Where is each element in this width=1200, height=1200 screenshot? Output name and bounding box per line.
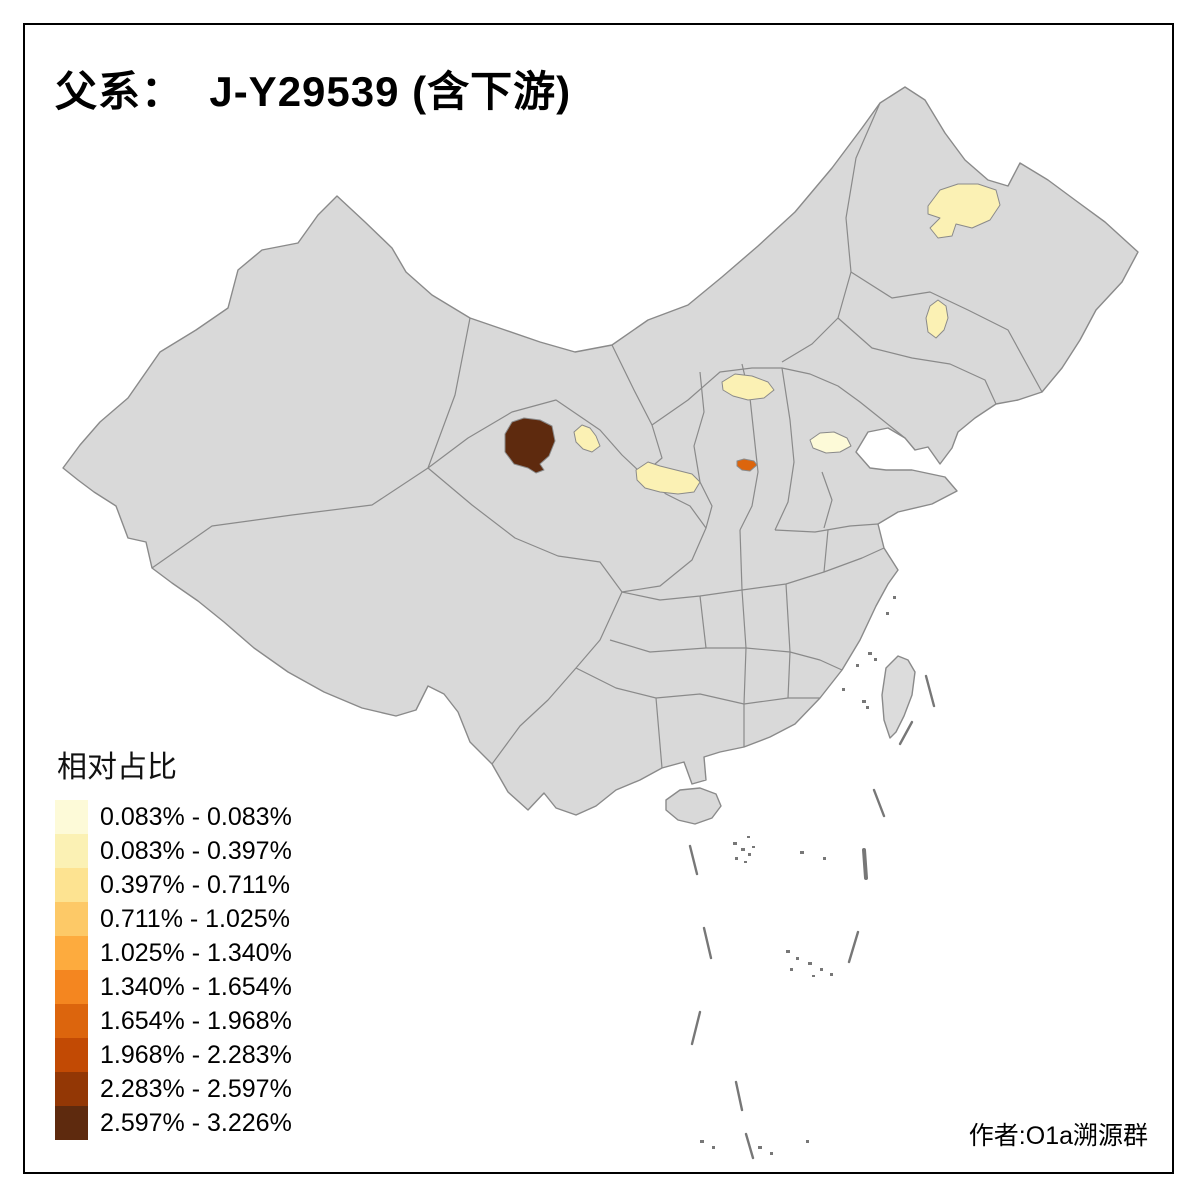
legend-item: 2.597% - 3.226% — [55, 1106, 292, 1140]
legend-item: 2.283% - 2.597% — [55, 1072, 292, 1106]
author-credit: 作者:O1a溯源群 — [968, 1122, 1148, 1150]
region-qinghai-northeast — [504, 417, 556, 474]
legend-item: 1.025% - 1.340% — [55, 936, 292, 970]
legend-items: 0.083% - 0.083% 0.083% - 0.397% 0.397% - 0… — [55, 800, 292, 1140]
legend-item: 0.397% - 0.711% — [55, 868, 292, 902]
legend-label: 1.654% - 1.968% — [100, 1007, 292, 1035]
legend-label: 1.968% - 2.283% — [100, 1041, 292, 1069]
legend-label: 2.283% - 2.597% — [100, 1075, 292, 1103]
legend-item: 1.654% - 1.968% — [55, 1004, 292, 1038]
region-shanxi-southwest — [736, 458, 758, 472]
region-haidong-area — [573, 424, 601, 453]
china-mainland-shape — [62, 86, 1139, 816]
province-borders — [151, 102, 1043, 769]
legend-label: 2.597% - 3.226% — [100, 1109, 292, 1137]
legend-swatch — [55, 868, 88, 902]
page-title: 父系： J-Y29539 (含下游) — [55, 68, 572, 115]
legend-item: 1.340% - 1.654% — [55, 970, 292, 1004]
hainan-island — [665, 787, 722, 825]
legend-swatch — [55, 1004, 88, 1038]
island-specks — [700, 596, 896, 1155]
legend-swatch — [55, 1072, 88, 1106]
legend-label: 0.083% - 0.397% — [100, 837, 292, 865]
legend-swatch — [55, 834, 88, 868]
highlighted-regions — [504, 183, 1001, 495]
legend-label: 0.397% - 0.711% — [100, 871, 290, 899]
legend-swatch — [55, 1038, 88, 1072]
legend-title: 相对占比 — [57, 751, 177, 784]
legend-swatch — [55, 936, 88, 970]
taiwan-island — [881, 655, 916, 739]
region-hebei-central — [809, 431, 852, 454]
legend-item: 0.083% - 0.083% — [55, 800, 292, 834]
legend-item: 0.083% - 0.397% — [55, 834, 292, 868]
legend-swatch — [55, 970, 88, 1004]
legend-label: 0.711% - 1.025% — [100, 905, 290, 933]
legend-label: 1.025% - 1.340% — [100, 939, 292, 967]
legend-label: 0.083% - 0.083% — [100, 803, 292, 831]
region-gansu-southeast — [635, 461, 701, 495]
region-jilin-central — [925, 299, 949, 339]
legend-item: 1.968% - 2.283% — [55, 1038, 292, 1072]
region-shaanxi-north — [721, 373, 775, 401]
legend-swatch — [55, 902, 88, 936]
legend-label: 1.340% - 1.654% — [100, 973, 292, 1001]
legend-swatch — [55, 1106, 88, 1140]
legend-item: 0.711% - 1.025% — [55, 902, 292, 936]
region-heilongjiang-north — [927, 183, 1001, 239]
nine-dash-line — [688, 674, 936, 1160]
legend: 相对占比 0.083% - 0.083% 0.083% - 0.397% 0.397… — [55, 742, 292, 1140]
legend-swatch — [55, 800, 88, 834]
